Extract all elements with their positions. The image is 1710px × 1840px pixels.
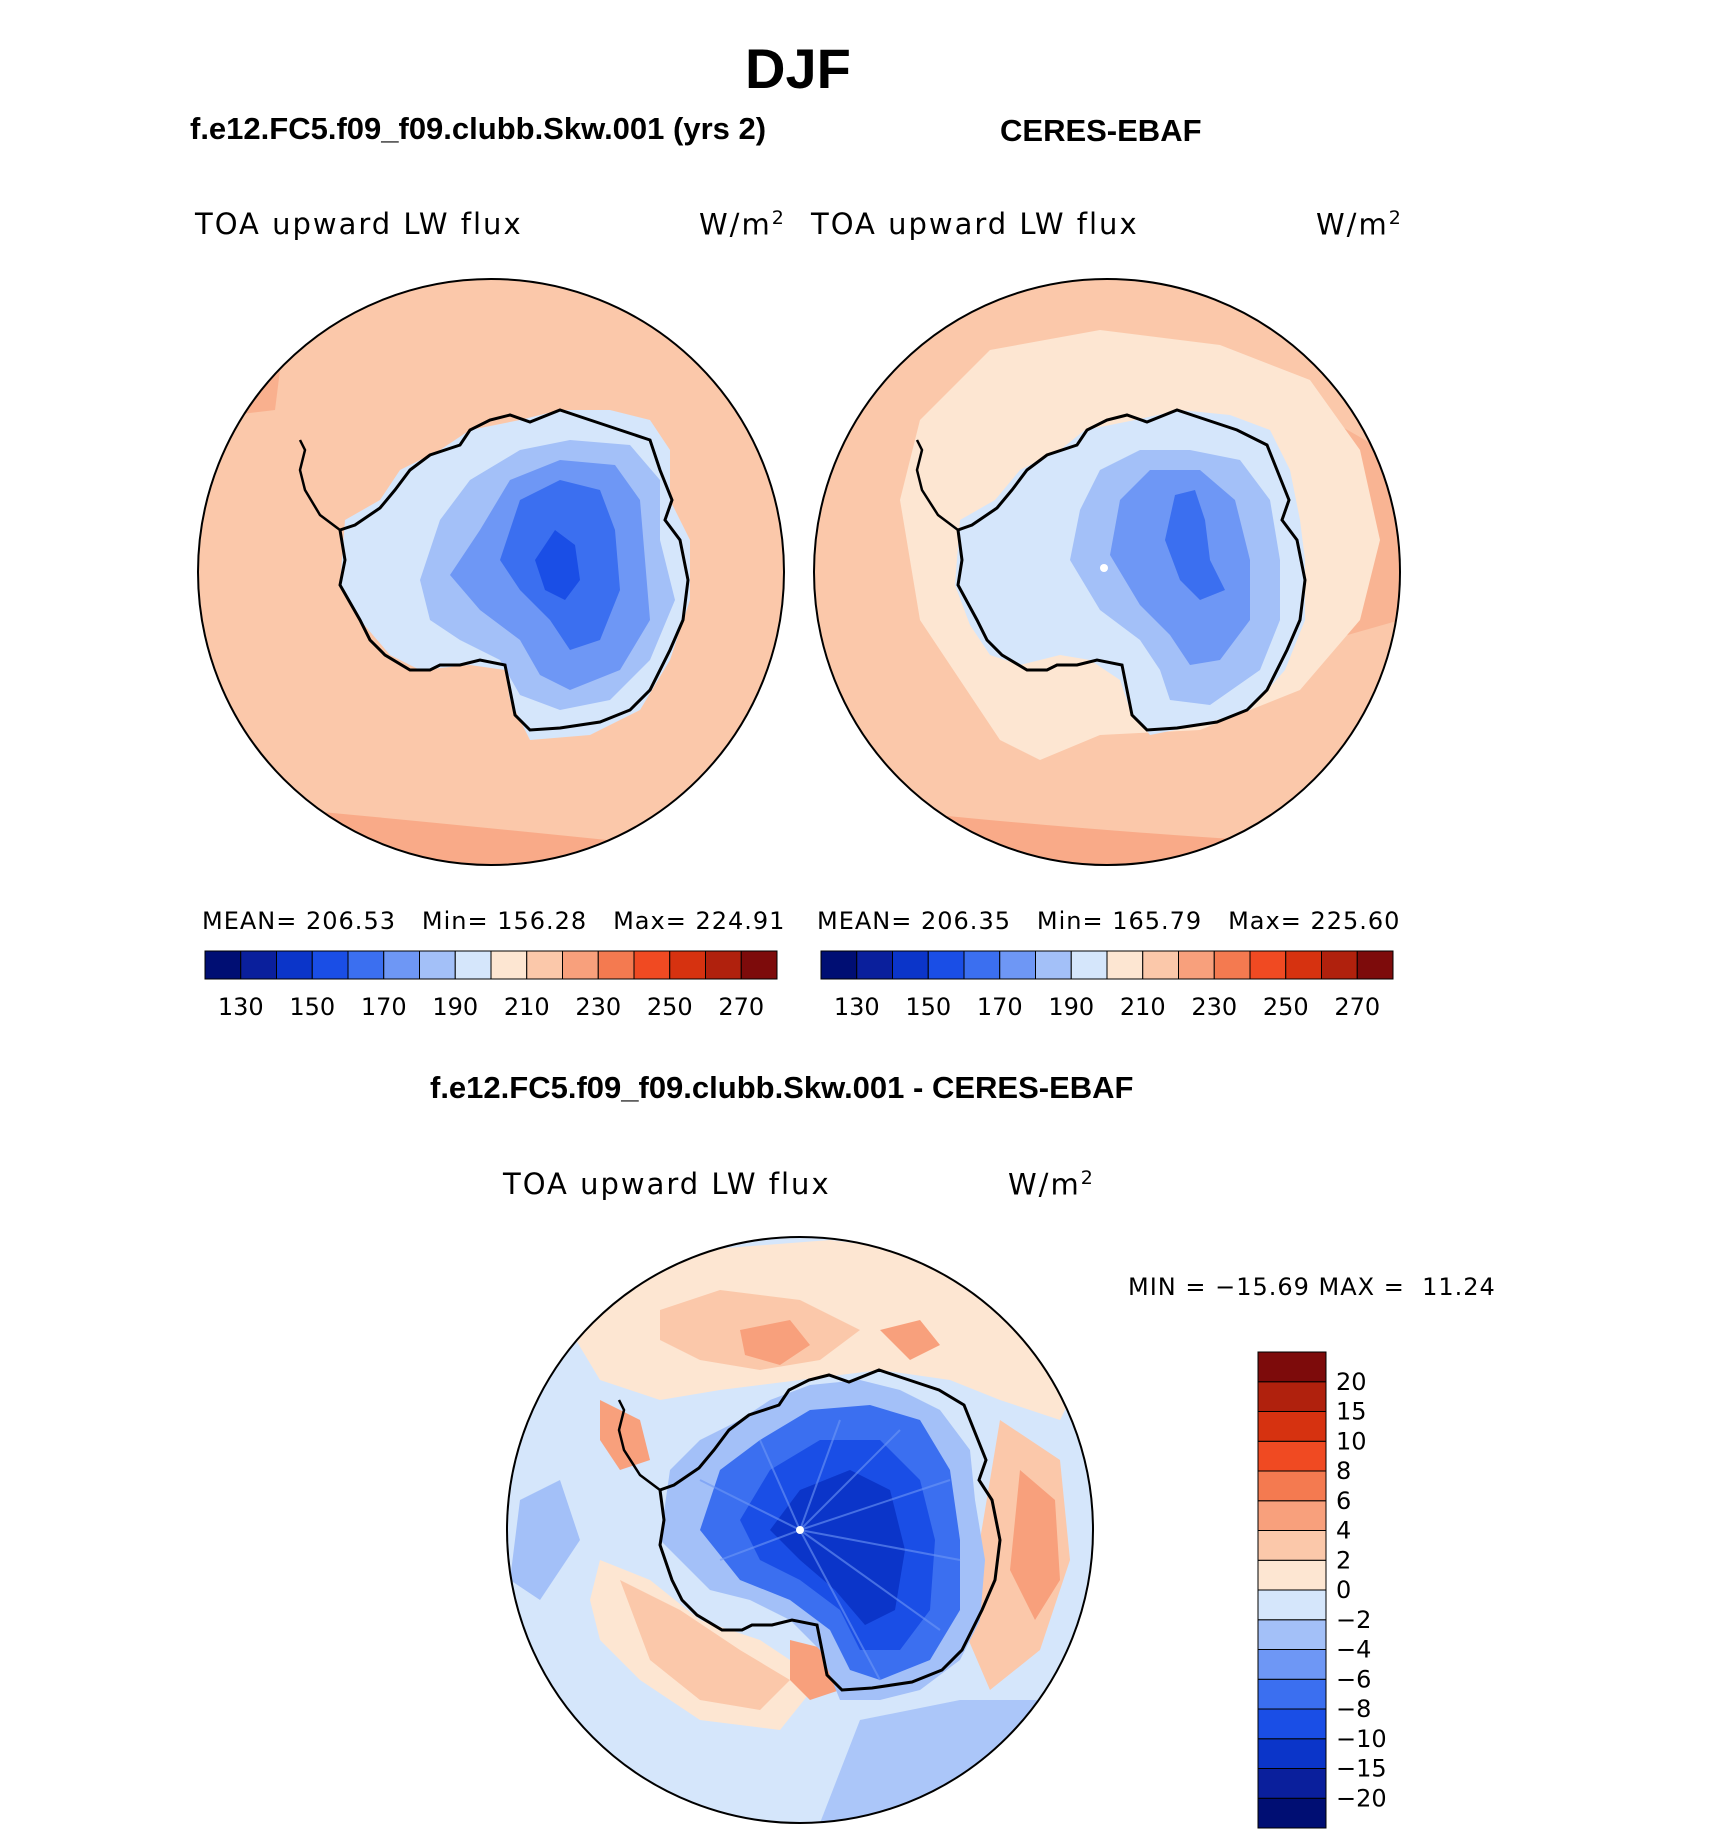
colorbar-box xyxy=(669,950,706,980)
colorbar-box xyxy=(1257,1500,1327,1531)
diff-panel-title: f.e12.FC5.f09_f09.clubb.Skw.001 - CERES-… xyxy=(430,1070,1134,1105)
colorbar-box xyxy=(633,950,671,980)
colorbar-tick-label: 190 xyxy=(1048,993,1094,1021)
diff-map xyxy=(506,1236,1094,1824)
colorbar-tick-label: −8 xyxy=(1336,1695,1371,1723)
colorbar-box xyxy=(1257,1589,1327,1621)
colorbar-tick-label: 190 xyxy=(432,993,478,1021)
model-units: W/m2 xyxy=(699,207,786,242)
colorbar-tick-label: 230 xyxy=(575,993,621,1021)
colorbar-tick-label: −10 xyxy=(1336,1725,1387,1753)
colorbar-tick-label: 150 xyxy=(289,993,335,1021)
colorbar-box xyxy=(1035,950,1072,980)
colorbar-tick-label: −20 xyxy=(1336,1784,1387,1812)
obs-colorbar: 130 150 170 190 210 230 250 270 xyxy=(820,950,1394,1021)
colorbar-box xyxy=(597,950,635,980)
colorbar-box xyxy=(1257,1470,1327,1502)
obs-field-label: TOA upward LW flux xyxy=(811,207,1139,241)
colorbar-box xyxy=(1356,950,1394,980)
colorbar-box xyxy=(454,950,492,980)
model-map xyxy=(197,278,785,866)
colorbar-tick-label: −15 xyxy=(1336,1755,1387,1783)
model-field-label: TOA upward LW flux xyxy=(195,207,523,241)
colorbar-box xyxy=(999,950,1036,980)
colorbar-box xyxy=(740,950,778,980)
model-colorbar: 130 150 170 190 210 230 250 270 xyxy=(204,950,778,1021)
colorbar-tick-label: 130 xyxy=(218,993,264,1021)
colorbar-tick-label: 20 xyxy=(1336,1368,1367,1396)
colorbar-tick-label: 2 xyxy=(1336,1546,1351,1574)
colorbar-box xyxy=(856,950,893,980)
colorbar-tick-label: −4 xyxy=(1336,1636,1371,1664)
diff-stats: MIN = −15.69 MAX = 11.24 xyxy=(1128,1273,1496,1301)
colorbar-tick-label: 170 xyxy=(977,993,1023,1021)
colorbar-tick-label: −2 xyxy=(1336,1606,1371,1634)
obs-units: W/m2 xyxy=(1316,207,1403,242)
colorbar-box xyxy=(1321,950,1358,980)
obs-map xyxy=(813,278,1401,866)
colorbar-tick-label: 270 xyxy=(1334,993,1380,1021)
colorbar-box xyxy=(1249,950,1287,980)
obs-panel-title: CERES-EBAF xyxy=(1000,113,1202,148)
colorbar-tick-label: 4 xyxy=(1336,1517,1351,1545)
colorbar-box xyxy=(1070,950,1108,980)
colorbar-tick-label: 10 xyxy=(1336,1427,1367,1455)
colorbar-box xyxy=(311,950,349,980)
colorbar-box xyxy=(383,950,420,980)
colorbar-box xyxy=(820,950,858,980)
colorbar-box xyxy=(1257,1530,1327,1561)
colorbar-tick-label: 170 xyxy=(361,993,407,1021)
colorbar-box xyxy=(1257,1351,1327,1383)
colorbar-box xyxy=(927,950,965,980)
colorbar-box xyxy=(1285,950,1322,980)
colorbar-tick-label: 6 xyxy=(1336,1487,1351,1515)
colorbar-box xyxy=(1257,1411,1327,1442)
colorbar-box xyxy=(963,950,1001,980)
colorbar-box xyxy=(1257,1559,1327,1591)
colorbar-box xyxy=(1257,1381,1327,1412)
obs-stats: MEAN= 206.35 Min= 165.79 Max= 225.60 xyxy=(817,907,1401,935)
colorbar-box xyxy=(526,950,563,980)
colorbar-tick-label: 210 xyxy=(504,993,550,1021)
colorbar-box xyxy=(562,950,599,980)
colorbar-box xyxy=(1257,1708,1327,1740)
colorbar-box xyxy=(1257,1440,1327,1472)
colorbar-box xyxy=(490,950,528,980)
colorbar-box xyxy=(419,950,456,980)
colorbar-tick-label: 270 xyxy=(718,993,764,1021)
diff-field-label: TOA upward LW flux xyxy=(503,1167,831,1201)
colorbar-tick-label: 0 xyxy=(1336,1576,1351,1604)
colorbar-tick-label: 250 xyxy=(1263,993,1309,1021)
colorbar-box xyxy=(1257,1649,1327,1680)
colorbar-tick-label: 250 xyxy=(647,993,693,1021)
colorbar-box xyxy=(1257,1768,1327,1799)
colorbar-tick-label: 8 xyxy=(1336,1457,1351,1485)
colorbar-box xyxy=(240,950,277,980)
colorbar-tick-label: −6 xyxy=(1336,1665,1371,1693)
colorbar-box xyxy=(1257,1678,1327,1710)
main-title: DJF xyxy=(745,37,851,100)
colorbar-box xyxy=(1142,950,1179,980)
model-panel-title: f.e12.FC5.f09_f09.clubb.Skw.001 (yrs 2) xyxy=(190,111,767,146)
colorbar-tick-label: 130 xyxy=(834,993,880,1021)
colorbar-box xyxy=(1257,1738,1327,1769)
colorbar-tick-label: 150 xyxy=(905,993,951,1021)
colorbar-box xyxy=(705,950,742,980)
colorbar-box xyxy=(1257,1619,1327,1650)
colorbar-box xyxy=(1178,950,1215,980)
colorbar-box xyxy=(892,950,929,980)
colorbar-box xyxy=(204,950,242,980)
colorbar-box xyxy=(1213,950,1251,980)
colorbar-tick-label: 230 xyxy=(1191,993,1237,1021)
colorbar-tick-label: 210 xyxy=(1120,993,1166,1021)
colorbar-tick-label: 15 xyxy=(1336,1398,1367,1426)
diff-units: W/m2 xyxy=(1008,1167,1095,1202)
model-stats: MEAN= 206.53 Min= 156.28 Max= 224.91 xyxy=(202,907,786,935)
colorbar-box xyxy=(1257,1797,1327,1829)
colorbar-box xyxy=(347,950,385,980)
colorbar-box xyxy=(1106,950,1144,980)
colorbar-box xyxy=(276,950,313,980)
